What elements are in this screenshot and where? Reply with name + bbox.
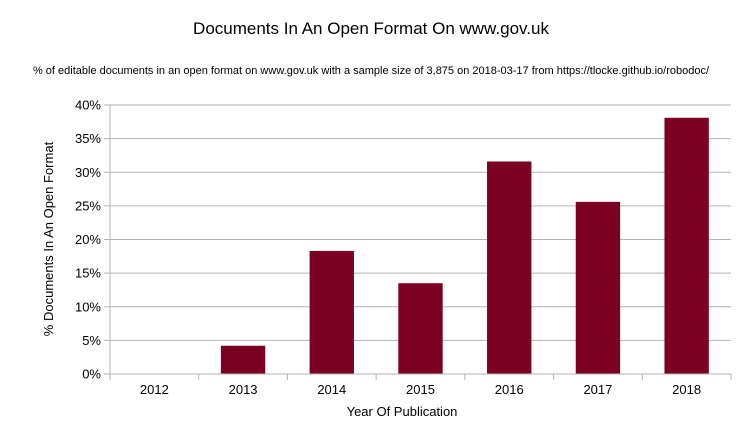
bar-2014 xyxy=(309,250,354,374)
x-tick-labels: 2012 2013 2014 2015 2016 2017 2018 xyxy=(140,382,701,397)
bar-2013 xyxy=(220,345,266,374)
x-tick-label: 2013 xyxy=(229,382,258,397)
gridlines xyxy=(104,104,731,375)
x-tick-label: 2015 xyxy=(406,382,435,397)
y-tick-label: 0% xyxy=(82,367,101,382)
x-tick-label: 2018 xyxy=(672,382,701,397)
bar-2016 xyxy=(487,161,532,374)
bar-2015 xyxy=(398,283,443,374)
x-tick-label: 2014 xyxy=(317,382,346,397)
y-tick-labels: 0% 5% 10% 15% 20% 25% 30% 35% 40% xyxy=(75,98,101,382)
y-tick-label: 5% xyxy=(82,333,101,348)
axes xyxy=(109,105,732,380)
y-tick-label: 10% xyxy=(75,299,101,314)
chart-subtitle: % of editable documents in an open forma… xyxy=(33,65,710,77)
bar-2018 xyxy=(664,117,709,374)
y-tick-label: 40% xyxy=(75,98,101,113)
bar-2017 xyxy=(575,201,621,374)
x-tick-label: 2016 xyxy=(495,382,524,397)
chart-title: Documents In An Open Format On www.gov.u… xyxy=(193,19,549,38)
x-tick-label: 2017 xyxy=(583,382,612,397)
y-tick-label: 25% xyxy=(75,198,101,213)
bars xyxy=(220,117,709,374)
y-axis-title: % Documents In An Open Format xyxy=(41,141,56,336)
y-tick-label: 30% xyxy=(75,165,101,180)
y-tick-label: 15% xyxy=(75,266,101,281)
y-tick-label: 35% xyxy=(75,131,101,146)
x-axis-title: Year Of Publication xyxy=(347,404,458,419)
x-tick-label: 2012 xyxy=(140,382,169,397)
y-tick-label: 20% xyxy=(75,232,101,247)
